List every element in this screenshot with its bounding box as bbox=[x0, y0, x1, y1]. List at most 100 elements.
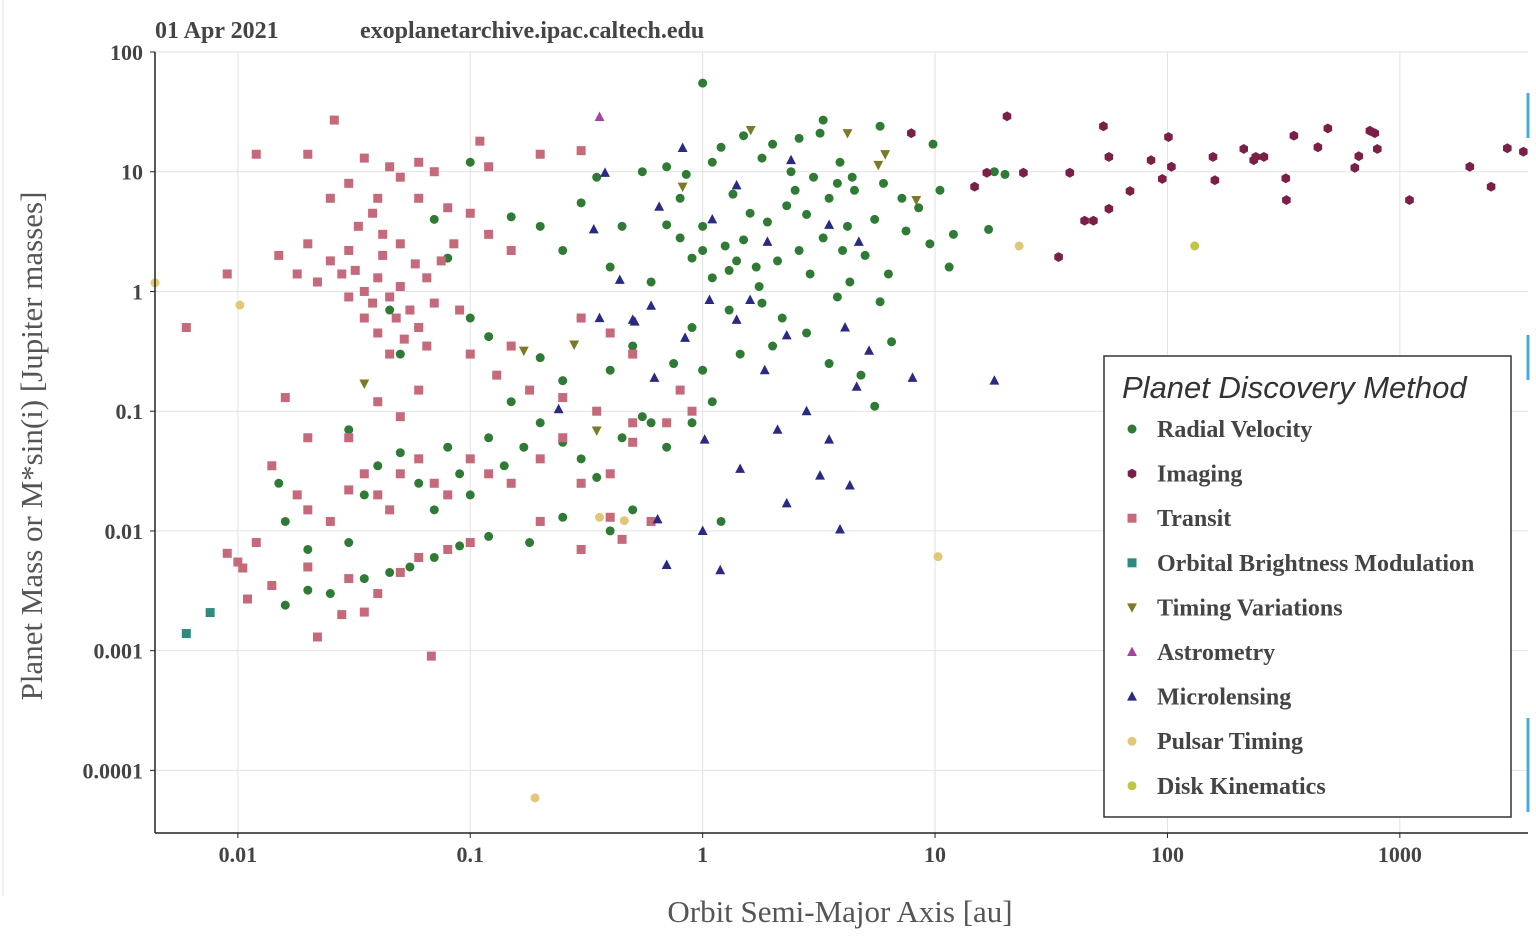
data-point bbox=[707, 157, 717, 167]
data-point bbox=[875, 121, 885, 131]
data-point bbox=[337, 610, 347, 620]
data-point bbox=[870, 214, 880, 224]
data-point bbox=[368, 298, 378, 308]
data-point bbox=[506, 245, 516, 255]
series bbox=[907, 111, 1528, 262]
data-point bbox=[465, 157, 475, 167]
data-point bbox=[687, 253, 697, 263]
x-tick-label: 1000 bbox=[1378, 842, 1422, 867]
data-point bbox=[1167, 161, 1176, 172]
data-point bbox=[405, 305, 415, 315]
data-point bbox=[395, 239, 405, 249]
data-point bbox=[484, 162, 494, 172]
data-point bbox=[576, 454, 586, 464]
data-point bbox=[506, 478, 516, 488]
data-point bbox=[492, 370, 502, 380]
data-point bbox=[436, 256, 446, 266]
data-point bbox=[887, 337, 897, 347]
y-tick-label: 100 bbox=[110, 40, 143, 65]
data-point bbox=[1158, 174, 1167, 184]
data-point bbox=[368, 208, 378, 218]
data-point bbox=[948, 229, 958, 239]
data-point bbox=[373, 490, 383, 500]
data-point bbox=[762, 236, 773, 246]
data-point bbox=[715, 564, 726, 575]
data-point bbox=[414, 552, 424, 562]
data-point bbox=[465, 208, 475, 218]
data-point bbox=[535, 516, 545, 526]
data-point bbox=[878, 178, 888, 188]
data-point bbox=[303, 149, 313, 159]
data-point bbox=[646, 516, 656, 526]
series bbox=[181, 115, 697, 661]
data-point bbox=[1208, 152, 1218, 162]
data-point bbox=[870, 401, 880, 411]
data-point bbox=[824, 434, 835, 444]
data-point bbox=[594, 312, 605, 323]
data-point bbox=[875, 297, 885, 307]
data-point bbox=[1519, 146, 1528, 157]
data-point bbox=[274, 250, 284, 260]
data-point bbox=[614, 274, 625, 284]
data-point bbox=[772, 424, 783, 434]
data-point bbox=[325, 516, 335, 526]
data-point bbox=[373, 328, 383, 338]
data-point bbox=[1313, 142, 1323, 153]
data-point bbox=[373, 193, 383, 203]
x-axis-title: Orbit Semi-Major Axis [au] bbox=[667, 894, 1012, 929]
data-point bbox=[617, 433, 627, 443]
data-point bbox=[637, 412, 647, 422]
data-point bbox=[677, 142, 688, 152]
data-point bbox=[395, 412, 405, 422]
data-point bbox=[1370, 128, 1380, 139]
data-point bbox=[600, 167, 610, 177]
data-point bbox=[646, 418, 656, 428]
data-point bbox=[405, 562, 415, 572]
data-point bbox=[605, 469, 615, 479]
data-point bbox=[414, 193, 424, 203]
y-tick-label: 10 bbox=[121, 160, 143, 185]
legend-label: Pulsar Timing bbox=[1157, 729, 1303, 755]
data-point bbox=[662, 220, 672, 230]
data-point bbox=[605, 262, 615, 272]
data-point bbox=[535, 353, 545, 363]
data-point bbox=[312, 277, 322, 287]
data-point bbox=[519, 442, 529, 452]
data-point bbox=[777, 313, 787, 323]
data-point bbox=[782, 201, 792, 211]
source: exoplanetarchive.ipac.caltech.edu bbox=[360, 18, 704, 44]
data-point bbox=[832, 178, 842, 188]
data-point bbox=[605, 526, 615, 536]
data-point bbox=[724, 305, 734, 315]
data-point bbox=[1104, 152, 1114, 162]
data-point bbox=[484, 332, 494, 342]
data-point bbox=[465, 490, 475, 500]
data-point bbox=[907, 128, 916, 139]
data-point bbox=[805, 269, 815, 279]
data-point bbox=[558, 512, 568, 522]
data-point bbox=[1465, 161, 1475, 172]
data-point bbox=[558, 245, 568, 255]
data-point bbox=[592, 472, 602, 482]
y-tick-label: 0.1 bbox=[116, 399, 144, 424]
data-point bbox=[675, 193, 685, 203]
data-point bbox=[429, 214, 439, 224]
data-point bbox=[506, 341, 516, 351]
legend-marker bbox=[1127, 558, 1137, 568]
data-point bbox=[344, 245, 354, 255]
data-point bbox=[824, 193, 834, 203]
data-point bbox=[731, 314, 742, 324]
points bbox=[150, 78, 1528, 803]
data-point bbox=[773, 256, 783, 266]
y-tick-label: 1 bbox=[132, 279, 143, 304]
data-point bbox=[849, 185, 859, 195]
data-point bbox=[735, 349, 745, 359]
series bbox=[1190, 241, 1200, 251]
data-point bbox=[661, 559, 672, 569]
data-point bbox=[757, 298, 767, 308]
data-point bbox=[716, 142, 726, 152]
data-point bbox=[484, 229, 494, 239]
data-point bbox=[530, 793, 540, 803]
data-point bbox=[344, 178, 354, 188]
